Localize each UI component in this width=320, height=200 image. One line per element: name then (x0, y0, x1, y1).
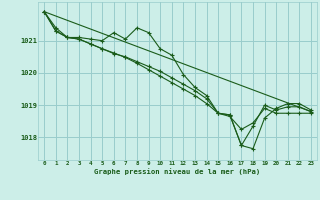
X-axis label: Graphe pression niveau de la mer (hPa): Graphe pression niveau de la mer (hPa) (94, 168, 261, 175)
